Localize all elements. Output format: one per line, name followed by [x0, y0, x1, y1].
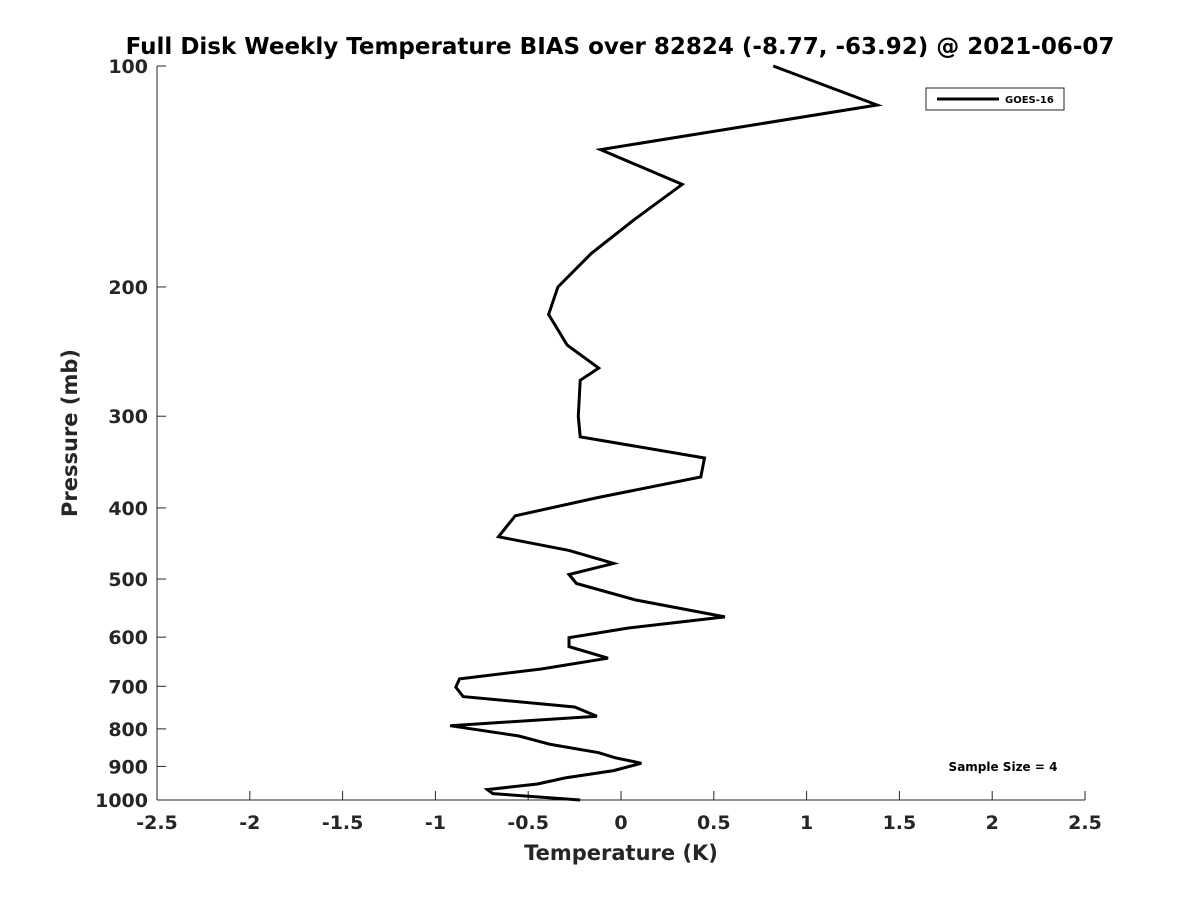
y-tick-label: 100	[108, 56, 148, 78]
x-tick-label: -1.5	[322, 812, 364, 834]
y-tick-label: 700	[108, 676, 148, 698]
legend: GOES-16	[925, 87, 1065, 111]
x-tick-label: -0.5	[507, 812, 549, 834]
plot-area: -2.5 -2 -1.5 -1 -0.5 0 0.5 1 1.5 2 2.5 100 200 300 40…	[95, 56, 1102, 834]
y-axis-label: Pressure (mb)	[58, 349, 82, 517]
y-tick-label: 400	[108, 498, 148, 520]
series-layer	[449, 64, 883, 802]
y-tick-label: 600	[108, 627, 148, 649]
y-tick-label: 800	[108, 719, 148, 741]
chart-title: Full Disk Weekly Temperature BIAS over 8…	[126, 34, 1115, 60]
y-axis-ticks: 100 200 300 400 500 600 700 800 900 1000	[95, 56, 166, 812]
x-tick-label: -2	[239, 812, 260, 834]
legend-label-goes-16: GOES-16	[1005, 95, 1054, 106]
x-axis-label: Temperature (K)	[524, 841, 718, 865]
x-tick-label: 0	[614, 812, 627, 834]
x-tick-label: 0.5	[697, 812, 731, 834]
y-tick-label: 500	[108, 569, 148, 591]
x-tick-label: 1.5	[883, 812, 917, 834]
series-line-goes-16	[449, 64, 883, 802]
x-tick-label: 2.5	[1068, 812, 1102, 834]
x-tick-label: -2.5	[136, 812, 178, 834]
y-tick-label: 900	[108, 756, 148, 778]
x-tick-label: -1	[425, 812, 446, 834]
x-axis-ticks: -2.5 -2 -1.5 -1 -0.5 0 0.5 1 1.5 2 2.5	[136, 791, 1102, 834]
x-tick-label: 1	[800, 812, 813, 834]
y-tick-label: 1000	[95, 790, 148, 812]
y-tick-label: 300	[108, 406, 148, 428]
y-tick-label: 200	[108, 277, 148, 299]
x-tick-label: 2	[986, 812, 999, 834]
sample-size-annotation: Sample Size = 4	[949, 760, 1058, 774]
